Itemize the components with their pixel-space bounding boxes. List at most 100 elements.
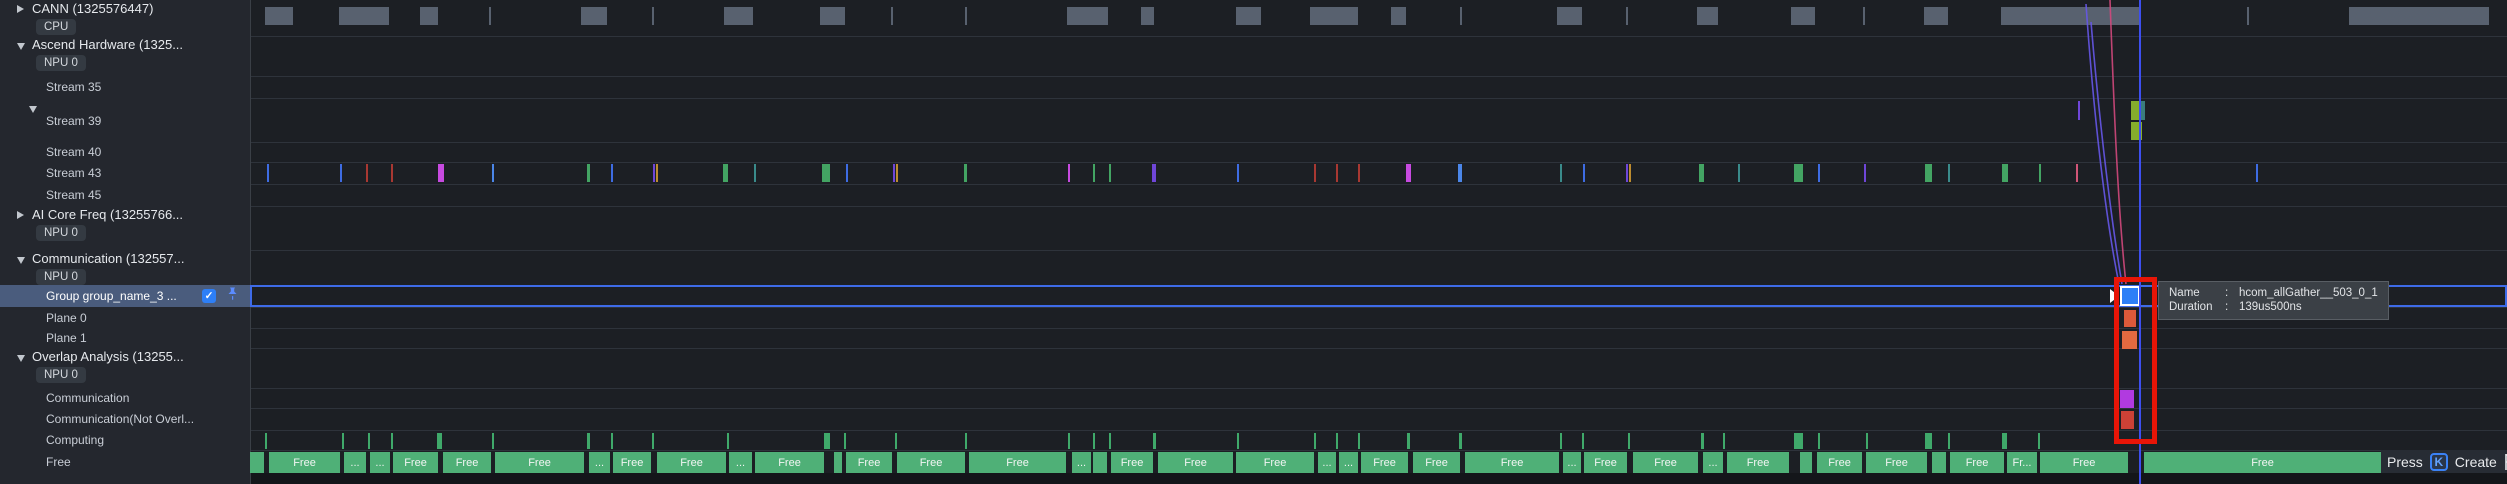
stream43-event[interactable] — [587, 164, 590, 182]
computing-event[interactable] — [1109, 433, 1111, 449]
computing-event[interactable] — [965, 433, 967, 449]
free-segment[interactable]: Free — [1465, 452, 1559, 473]
computing-event[interactable] — [824, 433, 830, 449]
computing-event[interactable] — [1093, 433, 1095, 449]
track-ai-core-freq[interactable]: AI Core Freq (13255766... NPU 0 — [0, 206, 250, 250]
stream39-event-upper[interactable] — [2078, 101, 2080, 120]
free-segment[interactable]: ... — [1563, 452, 1581, 473]
expand-arrow-icon[interactable] — [17, 43, 25, 50]
computing-event[interactable] — [1314, 433, 1316, 449]
lane-free[interactable]: Free — [0, 450, 250, 473]
expand-arrow-icon[interactable] — [17, 257, 25, 264]
stream43-event[interactable] — [1948, 164, 1950, 182]
computing-event[interactable] — [391, 433, 393, 449]
free-segment[interactable] — [1932, 452, 1946, 473]
cann-cpu-event[interactable] — [581, 7, 607, 25]
computing-event[interactable] — [1948, 433, 1950, 449]
plane1-event[interactable] — [2122, 331, 2137, 349]
communication-overlap-event[interactable] — [2120, 390, 2134, 408]
cann-cpu-event[interactable] — [1924, 7, 1948, 25]
cann-cpu-event[interactable] — [891, 7, 893, 25]
free-segment[interactable]: ... — [729, 452, 752, 473]
free-segment[interactable]: Free — [443, 452, 491, 473]
stream43-event[interactable] — [964, 164, 967, 182]
plane0-event[interactable] — [2124, 310, 2136, 327]
free-segment[interactable]: Free — [755, 452, 824, 473]
lane-stream-35[interactable]: Stream 35 — [0, 76, 250, 98]
stream43-event[interactable] — [656, 164, 658, 182]
stream43-event[interactable] — [2039, 164, 2041, 182]
stream43-event[interactable] — [1358, 164, 1360, 182]
free-segment[interactable]: ... — [1072, 452, 1091, 473]
cann-cpu-event[interactable] — [1067, 7, 1108, 25]
stream43-event[interactable] — [492, 164, 494, 182]
cann-cpu-event[interactable] — [2001, 7, 2141, 25]
stream43-event[interactable] — [1406, 164, 1411, 182]
cann-cpu-event[interactable] — [265, 7, 293, 25]
cann-cpu-event[interactable] — [1460, 7, 1462, 25]
expand-arrow-icon[interactable] — [17, 355, 25, 362]
free-segment[interactable]: Free — [1584, 452, 1627, 473]
lane-stream-43[interactable]: Stream 43 — [0, 162, 250, 184]
stream43-event[interactable] — [1560, 164, 1562, 182]
computing-event[interactable] — [844, 433, 846, 449]
computing-event[interactable] — [437, 433, 442, 449]
free-segment[interactable]: Free — [657, 452, 726, 473]
cann-cpu-event[interactable] — [652, 7, 654, 25]
stream43-event[interactable] — [896, 164, 898, 182]
communication-not-overlapped-event[interactable] — [2121, 411, 2134, 429]
cann-cpu-event[interactable] — [1863, 7, 1865, 25]
stream43-event[interactable] — [822, 164, 830, 182]
stream43-event[interactable] — [1237, 164, 1239, 182]
stream43-event[interactable] — [893, 164, 895, 182]
free-segment[interactable]: Free — [1633, 452, 1698, 473]
cann-cpu-event[interactable] — [489, 7, 491, 25]
stream43-event[interactable] — [1109, 164, 1111, 182]
checkbox-checked-icon[interactable]: ✓ — [202, 289, 216, 303]
lane-stream-45[interactable]: Stream 45 — [0, 184, 250, 206]
cann-cpu-event[interactable] — [339, 7, 389, 25]
computing-event[interactable] — [1628, 433, 1630, 449]
computing-event[interactable] — [1153, 433, 1156, 449]
free-segment[interactable]: Free — [2144, 452, 2381, 473]
cann-cpu-event[interactable] — [2247, 7, 2249, 25]
lane-communication[interactable]: Communication — [0, 388, 250, 408]
stream43-event[interactable] — [1794, 164, 1803, 182]
free-segment[interactable] — [834, 452, 842, 473]
cann-cpu-event[interactable] — [1626, 7, 1628, 25]
computing-event[interactable] — [265, 433, 267, 449]
stream43-event[interactable] — [1738, 164, 1740, 182]
free-segment[interactable]: Free — [1158, 452, 1233, 473]
free-segment[interactable]: Free — [393, 452, 438, 473]
cann-cpu-event[interactable] — [1310, 7, 1358, 25]
stream43-event[interactable] — [1629, 164, 1631, 182]
free-segment[interactable]: Free — [1866, 452, 1927, 473]
stream43-event[interactable] — [1864, 164, 1866, 182]
collapse-arrow-icon[interactable] — [17, 211, 24, 219]
stream43-event[interactable] — [1314, 164, 1316, 182]
cann-cpu-event[interactable] — [1391, 7, 1406, 25]
lane-computing[interactable]: Computing — [0, 430, 250, 450]
cann-cpu-event[interactable] — [965, 7, 967, 25]
stream43-event[interactable] — [366, 164, 368, 182]
computing-event[interactable] — [2002, 433, 2007, 449]
track-overlap-analysis[interactable]: Overlap Analysis (13255... NPU 0 — [0, 348, 250, 388]
computing-event[interactable] — [1407, 433, 1410, 449]
stream43-event[interactable] — [391, 164, 393, 182]
free-segment[interactable]: Free — [495, 452, 584, 473]
stream43-event[interactable] — [1699, 164, 1704, 182]
cann-cpu-event[interactable] — [1557, 7, 1582, 25]
computing-event[interactable] — [1459, 433, 1462, 449]
free-segment[interactable]: Free — [969, 452, 1066, 473]
computing-event[interactable] — [1358, 433, 1360, 449]
stream43-event[interactable] — [653, 164, 655, 182]
computing-event[interactable] — [368, 433, 370, 449]
computing-event[interactable] — [895, 433, 897, 449]
free-segment[interactable]: Free — [1111, 452, 1153, 473]
computing-event[interactable] — [652, 433, 654, 449]
cann-cpu-event[interactable] — [820, 7, 845, 25]
track-cann[interactable]: CANN (1325576447) CPU — [0, 0, 250, 36]
computing-event[interactable] — [1068, 433, 1070, 449]
computing-event[interactable] — [611, 433, 613, 449]
track-ascend-hardware[interactable]: Ascend Hardware (1325... NPU 0 — [0, 36, 250, 76]
